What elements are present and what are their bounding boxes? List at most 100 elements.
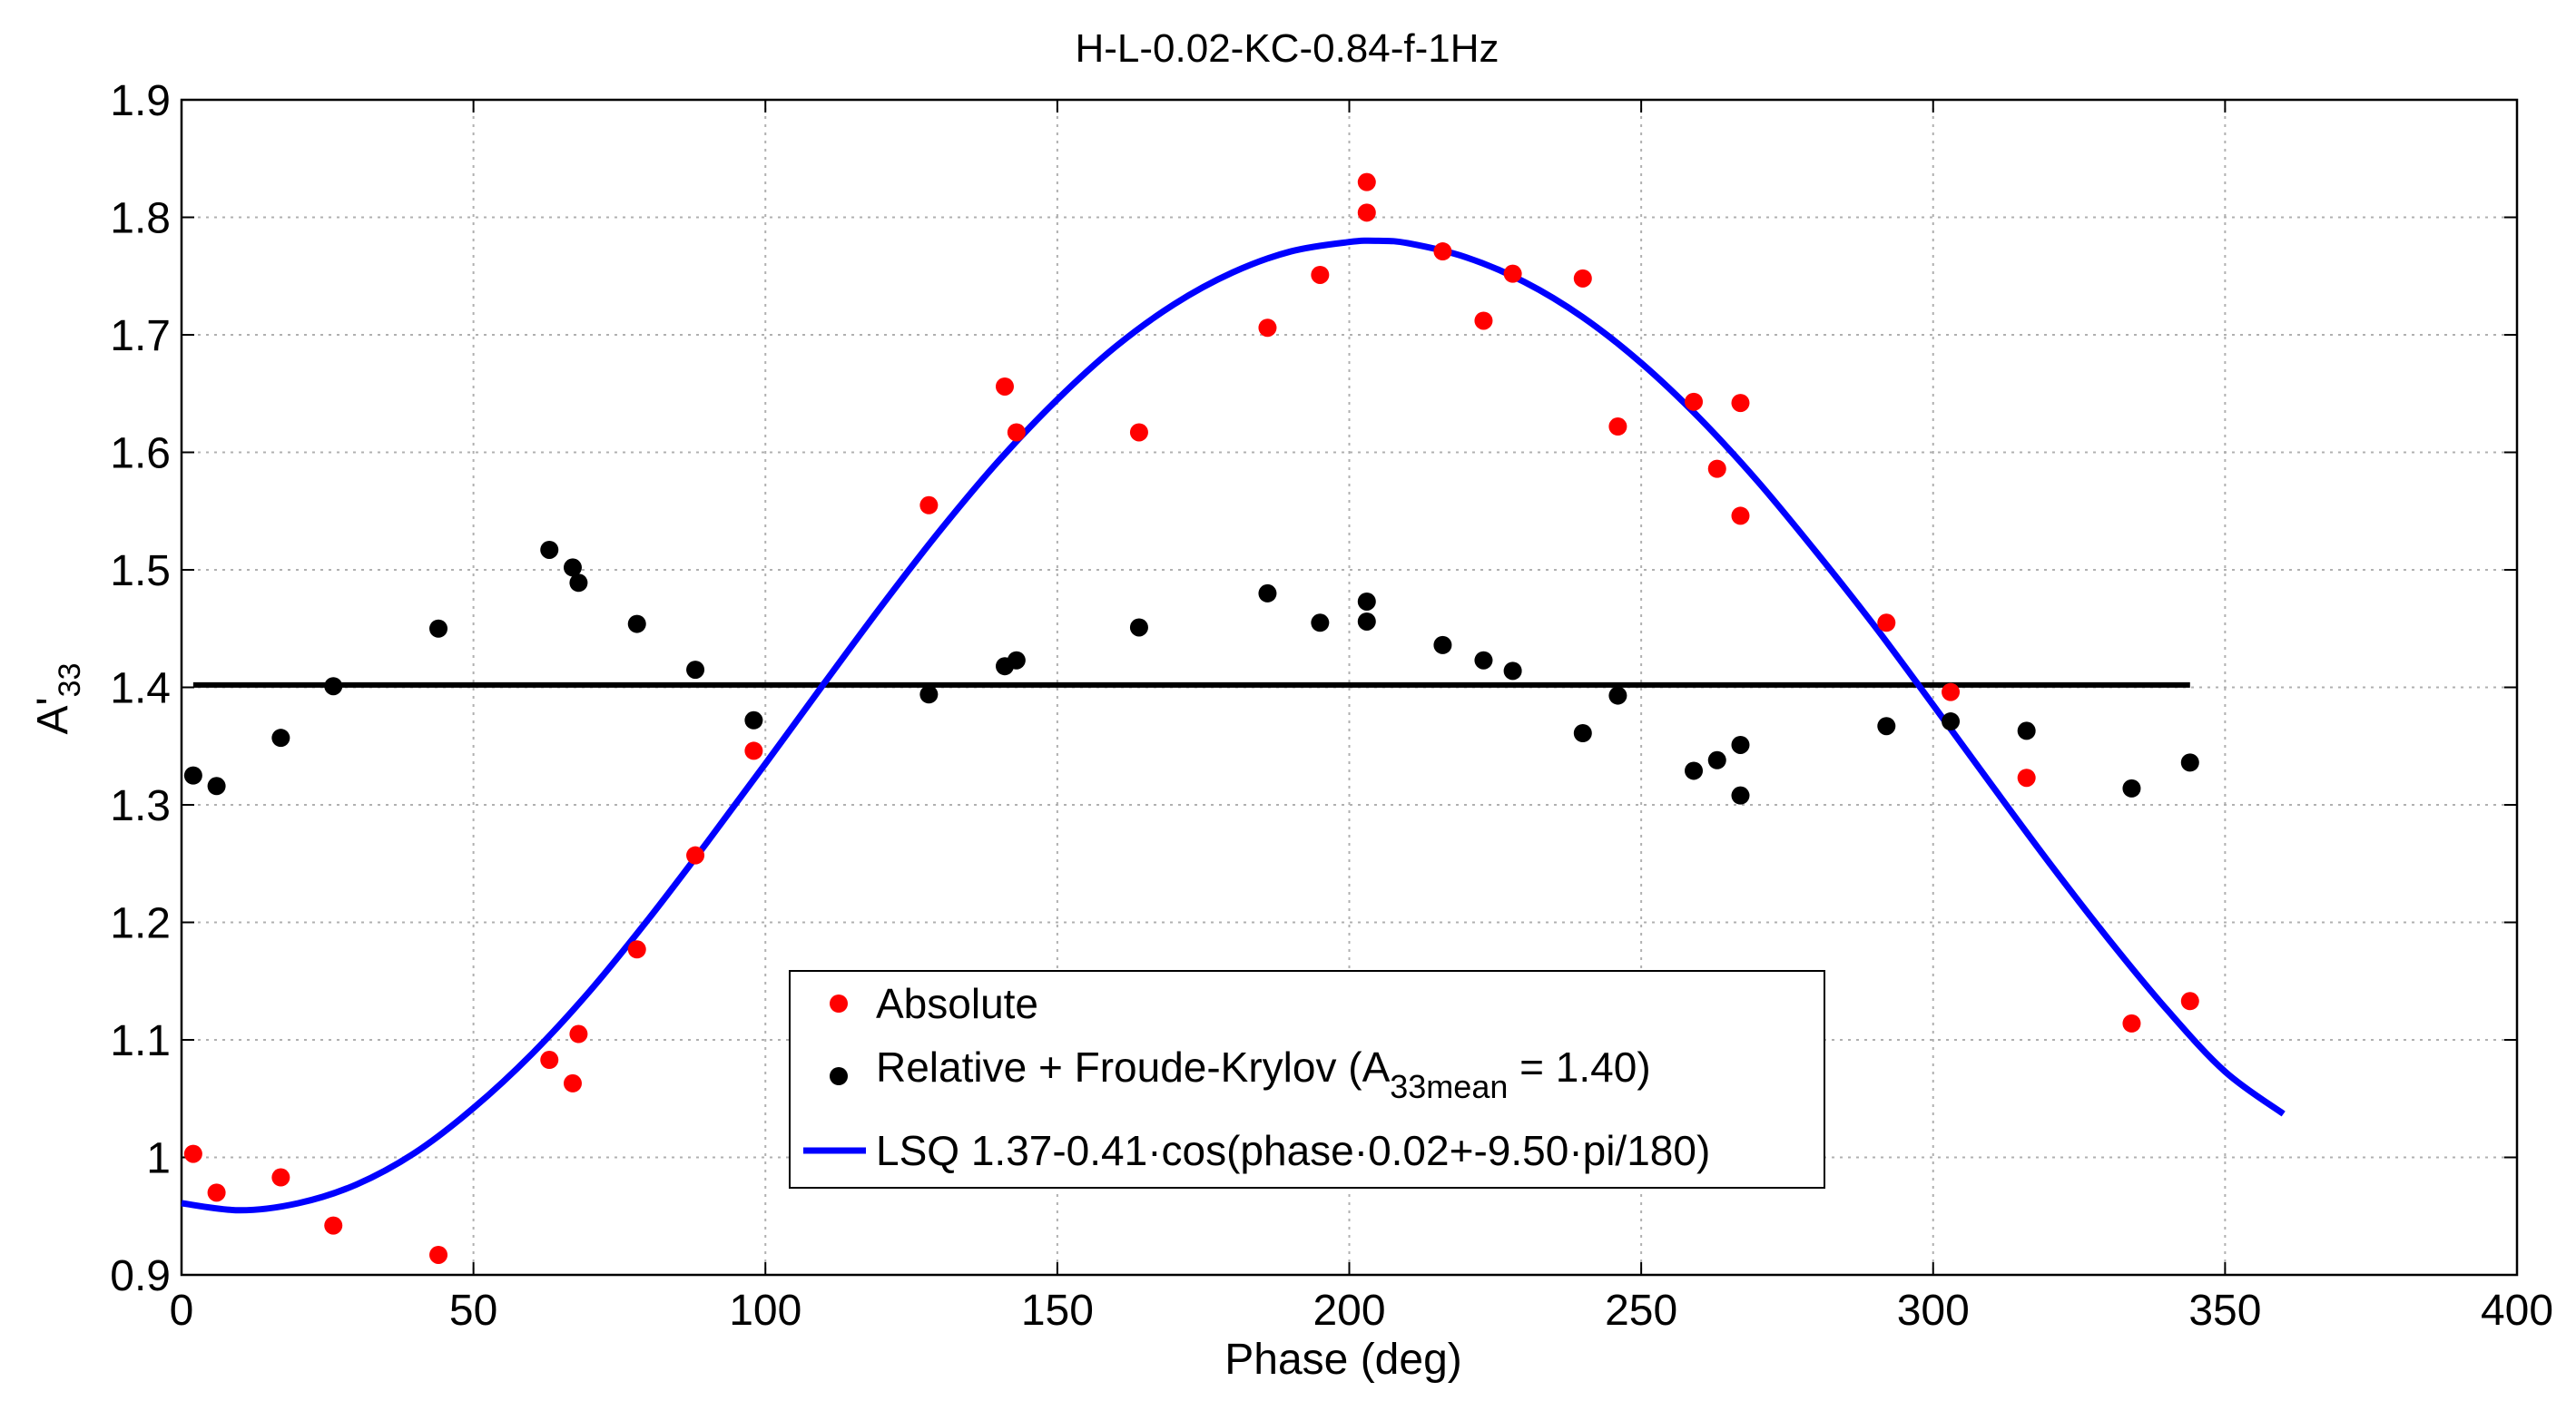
relative-point — [183, 766, 202, 785]
absolute-point — [627, 940, 646, 959]
legend-label-relative: Relative + Froude-Krylov (A33mean = 1.40… — [876, 1044, 1651, 1105]
y-tick-label: 1.7 — [110, 312, 171, 360]
legend: Absolute Relative + Froude-Krylov (A33me… — [789, 970, 1825, 1189]
relative-point — [1357, 612, 1376, 631]
relative-point — [324, 677, 343, 696]
legend-relative-sub: 33mean — [1390, 1068, 1508, 1105]
relative-point — [271, 729, 290, 748]
series-relative — [183, 540, 2199, 805]
relative-point — [1474, 651, 1493, 670]
absolute-point — [1707, 459, 1726, 478]
absolute-point — [2017, 769, 2036, 788]
legend-label-absolute: Absolute — [876, 980, 1038, 1027]
absolute-point — [2180, 992, 2199, 1011]
x-tick-label: 200 — [1313, 1287, 1385, 1335]
absolute-point — [744, 741, 763, 760]
x-tick-label: 150 — [1021, 1287, 1094, 1335]
svg-text:A'33: A'33 — [29, 662, 87, 734]
relative-point — [1608, 686, 1627, 705]
x-tick-label: 0 — [170, 1287, 194, 1335]
x-axis-label: Phase (deg) — [1224, 1336, 1462, 1384]
y-tick-label: 1.5 — [110, 547, 171, 595]
y-tick-label: 1.1 — [110, 1017, 171, 1065]
x-tick-labels: 0 50 100 150 200 250 300 350 400 — [170, 1287, 2553, 1335]
relative-point — [2122, 779, 2141, 798]
x-tick-label: 50 — [449, 1287, 497, 1335]
relative-point — [627, 614, 646, 633]
absolute-point — [995, 377, 1014, 396]
absolute-point — [1731, 394, 1750, 413]
absolute-point — [2122, 1014, 2141, 1033]
relative-point — [1311, 613, 1330, 632]
absolute-point — [1357, 172, 1376, 191]
relative-point — [207, 777, 226, 796]
relative-point — [1357, 592, 1376, 611]
y-tick-label: 1.8 — [110, 195, 171, 243]
relative-point — [1707, 750, 1726, 769]
legend-relative-main: Relative + Froude-Krylov (A — [876, 1044, 1391, 1091]
absolute-point — [1942, 682, 1961, 701]
relative-point — [540, 540, 559, 559]
relative-point — [2017, 721, 2036, 740]
relative-point — [2180, 753, 2199, 772]
absolute-point — [1357, 203, 1376, 222]
relative-point — [429, 619, 448, 638]
legend-relative-suffix: = 1.40) — [1508, 1044, 1650, 1091]
relative-point — [686, 661, 705, 680]
relative-point — [919, 685, 939, 704]
absolute-point — [1608, 417, 1627, 436]
legend-marker-absolute — [830, 995, 848, 1013]
series-lsq-fit — [181, 237, 2286, 1214]
relative-point — [569, 573, 588, 593]
absolute-point — [324, 1216, 343, 1235]
absolute-point — [569, 1024, 588, 1044]
y-tick-label: 1 — [146, 1135, 171, 1183]
relative-point — [1731, 735, 1750, 754]
absolute-point — [271, 1168, 290, 1187]
relative-point — [563, 558, 582, 577]
relative-point — [1685, 761, 1704, 780]
x-tick-label: 300 — [1897, 1287, 1970, 1335]
absolute-point — [540, 1051, 559, 1070]
relative-point — [744, 710, 763, 730]
chart-title: H-L-0.02-KC-0.84-f-1Hz — [1075, 26, 1499, 71]
x-tick-label: 250 — [1605, 1287, 1677, 1335]
y-tick-label: 1.9 — [110, 77, 171, 125]
absolute-point — [1503, 264, 1522, 283]
x-tick-label: 400 — [2481, 1287, 2553, 1335]
absolute-point — [207, 1183, 226, 1202]
series-absolute — [183, 172, 2199, 1264]
relative-point — [1129, 618, 1148, 637]
x-tick-label: 350 — [2188, 1287, 2261, 1335]
relative-point — [1007, 651, 1026, 670]
absolute-point — [1877, 613, 1896, 632]
relative-point — [1573, 724, 1592, 743]
absolute-point — [429, 1245, 448, 1264]
absolute-point — [183, 1144, 202, 1163]
absolute-point — [919, 495, 939, 514]
legend-marker-relative — [830, 1067, 848, 1085]
relative-point — [1731, 786, 1750, 805]
y-tick-labels: 0.9 1 1.1 1.2 1.3 1.4 1.5 1.6 1.7 1.8 1.9 — [110, 77, 171, 1300]
lsq-fit-curve — [181, 237, 2286, 1214]
y-tick-label: 1.3 — [110, 782, 171, 830]
legend-label-fit: LSQ 1.37-0.41·cos(phase·0.02+-9.50·pi/18… — [876, 1127, 1710, 1174]
relative-point — [1877, 717, 1896, 736]
absolute-point — [1685, 392, 1704, 411]
absolute-point — [1007, 423, 1026, 442]
y-tick-label: 0.9 — [110, 1252, 171, 1300]
y-axis-label-sub: 33 — [53, 662, 87, 697]
absolute-point — [1433, 242, 1452, 261]
y-tick-label: 1.6 — [110, 430, 171, 478]
relative-point — [1503, 661, 1522, 681]
legend-box — [789, 970, 1825, 1189]
absolute-point — [686, 846, 705, 865]
absolute-point — [1311, 265, 1330, 284]
y-tick-label: 1.4 — [110, 665, 171, 713]
y-tick-label: 1.2 — [110, 900, 171, 948]
absolute-point — [1731, 506, 1750, 525]
absolute-point — [563, 1073, 582, 1093]
axis-ticks — [181, 99, 2518, 1276]
y-axis-label-main: A' — [29, 697, 77, 734]
